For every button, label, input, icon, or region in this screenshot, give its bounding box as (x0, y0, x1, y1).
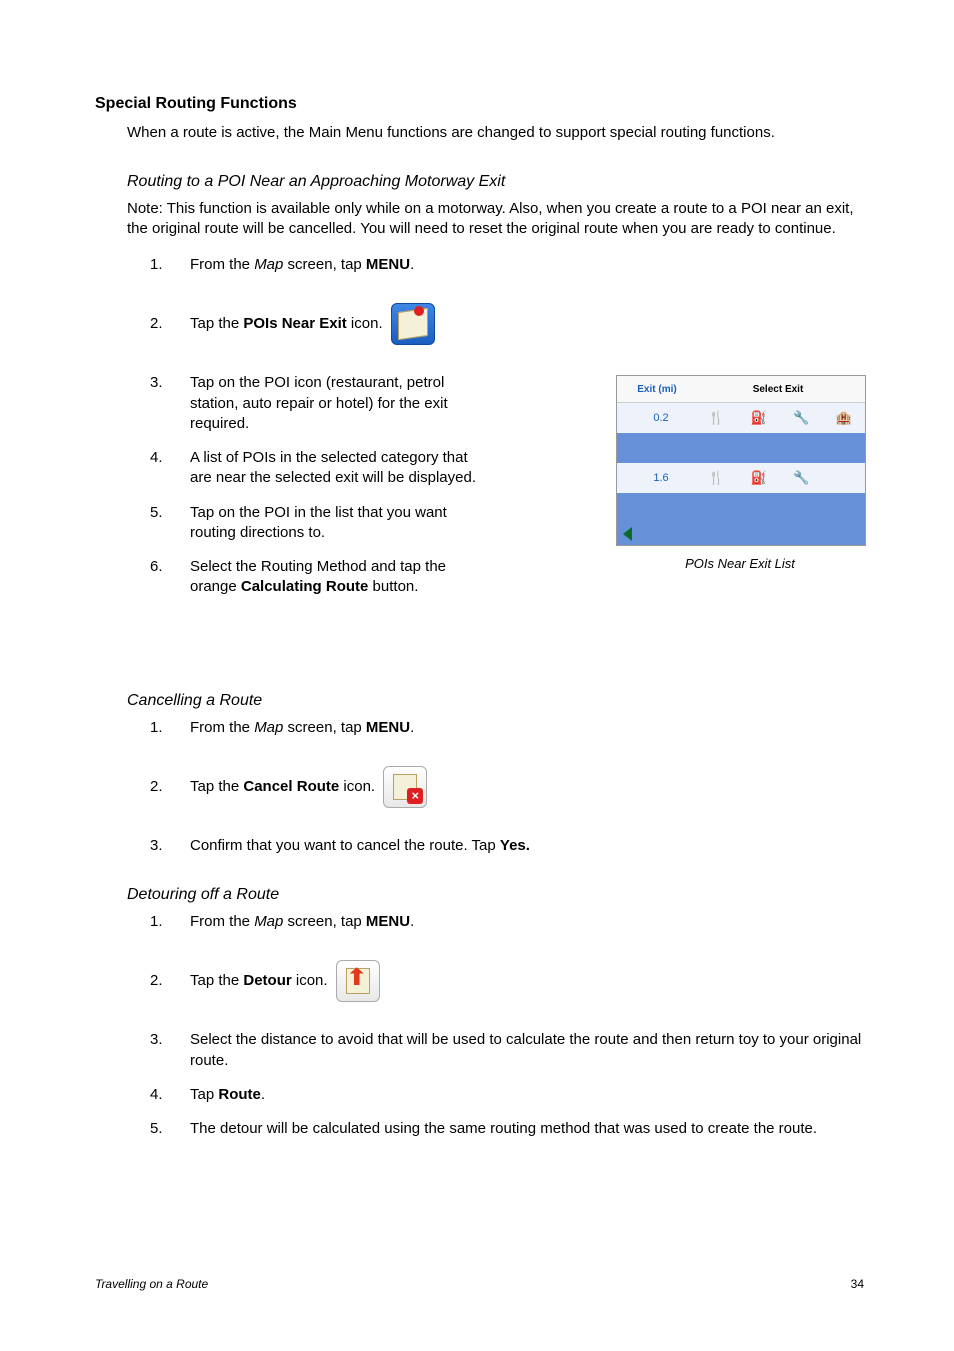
step-number: 4. (150, 1085, 190, 1105)
footer-page-number: 34 (851, 1277, 864, 1291)
step-text: Select the distance to avoid that will b… (190, 1030, 864, 1071)
step: 1.From the Map screen, tap MENU. (150, 255, 864, 275)
poi-category-icon: ⛽ (738, 410, 781, 426)
step-text: From the Map screen, tap MENU. (190, 255, 864, 275)
steps-section-b: 1.From the Map screen, tap MENU. 2.Tap th… (150, 718, 864, 857)
heading-detouring: Detouring off a Route (127, 886, 864, 904)
step: 3.Confirm that you want to cancel the ro… (150, 836, 864, 856)
step-number: 2. (150, 777, 190, 797)
heading-special-routing: Special Routing Functions (95, 95, 864, 113)
step-number: 6. (150, 557, 190, 577)
steps-section-c: 1.From the Map screen, tap MENU. 2.Tap th… (150, 912, 864, 1139)
back-icon (623, 527, 632, 541)
step-text: From the Map screen, tap MENU. (190, 718, 864, 738)
note-text: Note: This function is available only wh… (127, 199, 864, 240)
step-text: A list of POIs in the selected category … (190, 448, 490, 489)
step: 5.The detour will be calculated using th… (150, 1119, 864, 1139)
page: Special Routing Functions When a route i… (0, 0, 954, 1351)
step-number: 3. (150, 1030, 190, 1050)
step: 2.Tap the Detour icon. (150, 960, 864, 1002)
step-number: 2. (150, 971, 190, 991)
step-number: 3. (150, 836, 190, 856)
step: 2.Tap the POIs Near Exit icon. (150, 303, 864, 345)
step-text: The detour will be calculated using the … (190, 1119, 864, 1139)
pois-icon (391, 303, 435, 345)
step-number: 2. (150, 314, 190, 334)
poi-category-icon: 🏨 (823, 410, 866, 426)
heading-routing-poi: Routing to a POI Near an Approaching Mot… (127, 173, 864, 191)
exit-distance: 1.6 (617, 472, 695, 484)
detour-icon (336, 960, 380, 1002)
step-number: 1. (150, 255, 190, 275)
figure-pois-near-exit: Exit (mi) Select Exit 0.2🍴⛽🔧🏨1.6🍴⛽🔧 POIs… (616, 375, 864, 571)
figure-caption: POIs Near Exit List (616, 556, 864, 571)
step-text: Tap the Detour icon. (190, 960, 864, 1002)
step-text: From the Map screen, tap MENU. (190, 912, 864, 932)
step: 1.From the Map screen, tap MENU. (150, 912, 864, 932)
step: 2.Tap the Cancel Route icon. × (150, 766, 864, 808)
step-number: 1. (150, 718, 190, 738)
heading-cancelling: Cancelling a Route (127, 692, 864, 710)
exit-row: 1.6🍴⛽🔧 (617, 463, 865, 493)
step-text: Tap the Cancel Route icon. × (190, 766, 864, 808)
intro-text: When a route is active, the Main Menu fu… (127, 123, 864, 143)
step-text: Tap Route. (190, 1085, 864, 1105)
exit-table-header: Exit (mi) Select Exit (617, 376, 865, 403)
step-text: Select the Routing Method and tap the or… (190, 557, 490, 598)
poi-category-icon: 🔧 (780, 470, 823, 486)
step: 1.From the Map screen, tap MENU. (150, 718, 864, 738)
exit-header-right: Select Exit (691, 384, 865, 395)
exit-distance: 0.2 (617, 412, 695, 424)
page-footer: Travelling on a Route 34 (95, 1277, 864, 1291)
cancel-icon: × (383, 766, 427, 808)
step-text: Tap on the POI in the list that you want… (190, 503, 490, 544)
step-text: Tap the POIs Near Exit icon. (190, 303, 864, 345)
exit-row (617, 433, 865, 463)
poi-category-icon: ⛽ (738, 470, 781, 486)
poi-category-icon: 🍴 (695, 470, 738, 486)
step-number: 5. (150, 1119, 190, 1139)
step-number: 4. (150, 448, 190, 468)
exit-row (617, 493, 865, 523)
step: 3.Select the distance to avoid that will… (150, 1030, 864, 1071)
poi-category-icon: 🔧 (780, 410, 823, 426)
step-text: Tap on the POI icon (restaurant, petrol … (190, 373, 490, 434)
step-text: Confirm that you want to cancel the rout… (190, 836, 864, 856)
poi-category-icon: 🍴 (695, 410, 738, 426)
exit-table: Exit (mi) Select Exit 0.2🍴⛽🔧🏨1.6🍴⛽🔧 (616, 375, 866, 546)
step-number: 1. (150, 912, 190, 932)
exit-table-footer (617, 523, 865, 545)
step: 4.Tap Route. (150, 1085, 864, 1105)
footer-section: Travelling on a Route (95, 1277, 208, 1291)
exit-header-left: Exit (mi) (617, 384, 691, 395)
exit-row: 0.2🍴⛽🔧🏨 (617, 403, 865, 433)
step-number: 3. (150, 373, 190, 393)
step-number: 5. (150, 503, 190, 523)
